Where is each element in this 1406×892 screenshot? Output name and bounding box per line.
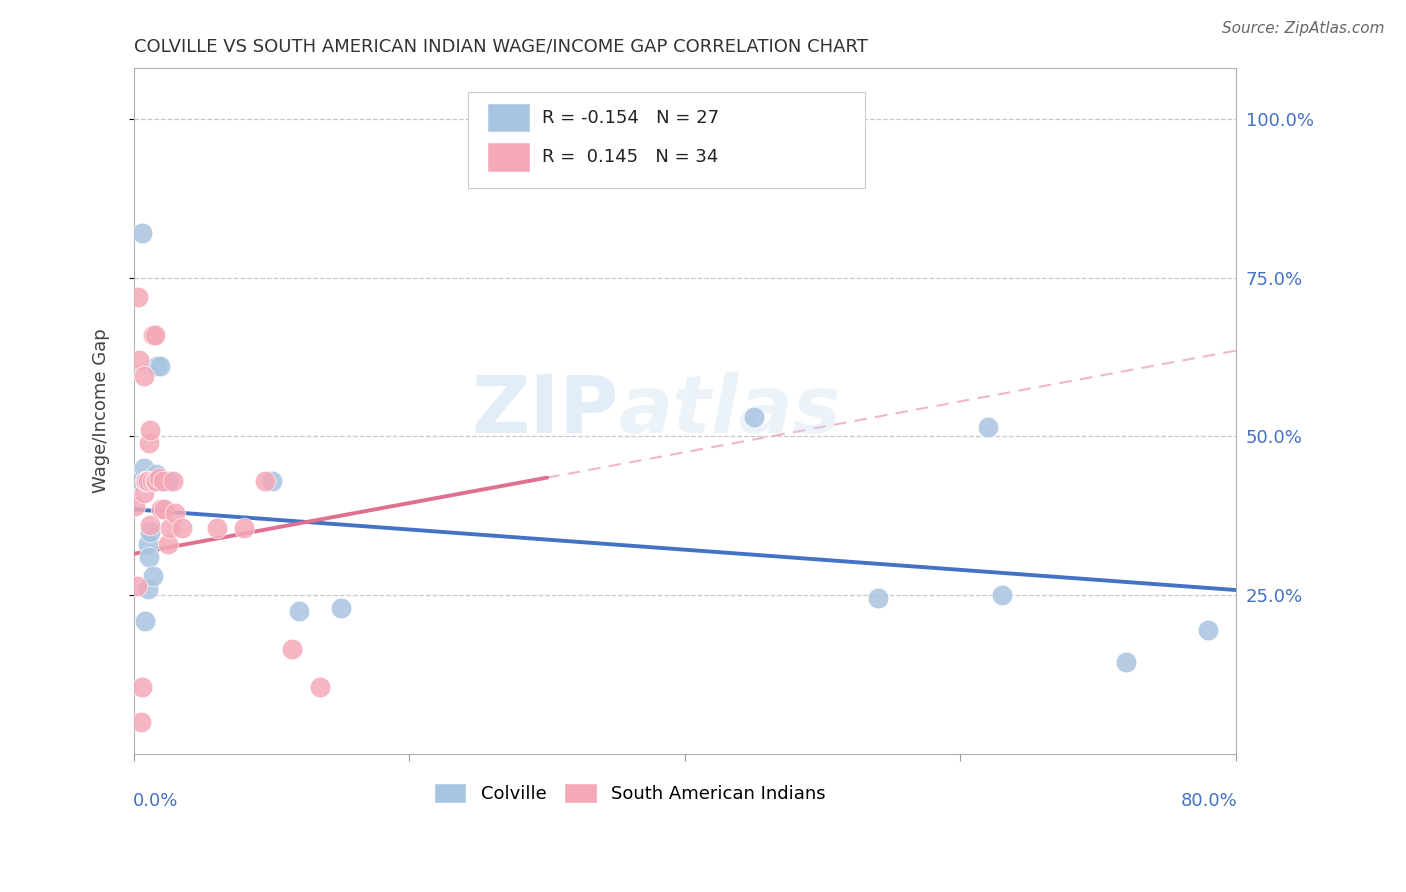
Point	[153, 502, 176, 516]
Point	[742, 410, 765, 425]
Point	[139, 423, 162, 437]
FancyBboxPatch shape	[488, 103, 530, 132]
Point	[152, 474, 174, 488]
Point	[127, 290, 149, 304]
Point	[148, 470, 170, 484]
Point	[165, 506, 187, 520]
Point	[136, 474, 159, 488]
Point	[139, 524, 162, 539]
Point	[1115, 655, 1137, 669]
Point	[131, 226, 153, 240]
Point	[143, 327, 166, 342]
Point	[150, 502, 173, 516]
Point	[134, 474, 156, 488]
Point	[136, 474, 159, 488]
Point	[157, 474, 180, 488]
Point	[162, 474, 184, 488]
Text: R =  0.145   N = 34: R = 0.145 N = 34	[541, 148, 718, 166]
Legend: Colville, South American Indians: Colville, South American Indians	[426, 776, 834, 810]
Text: atlas: atlas	[619, 372, 842, 450]
Text: 0.0%: 0.0%	[132, 791, 179, 810]
Point	[132, 486, 155, 500]
Point	[281, 642, 304, 657]
Point	[159, 521, 181, 535]
Point	[135, 474, 157, 488]
Text: ZIP: ZIP	[471, 372, 619, 450]
Point	[977, 419, 1000, 434]
Point	[145, 467, 167, 482]
Point	[157, 537, 180, 551]
Point	[205, 521, 228, 535]
Point	[149, 359, 172, 374]
Point	[141, 474, 163, 488]
Point	[288, 604, 311, 618]
Point	[143, 470, 166, 484]
Point	[138, 549, 160, 564]
Point	[143, 474, 166, 488]
Y-axis label: Wage/Income Gap: Wage/Income Gap	[93, 328, 110, 493]
Point	[135, 474, 157, 488]
Point	[129, 715, 152, 730]
Point	[134, 614, 156, 628]
Point	[125, 578, 148, 592]
Point	[139, 518, 162, 533]
Point	[145, 474, 167, 488]
Text: R = -0.154   N = 27: R = -0.154 N = 27	[541, 109, 718, 127]
Point	[1197, 623, 1219, 637]
Point	[128, 353, 150, 368]
Point	[990, 588, 1012, 602]
FancyBboxPatch shape	[488, 143, 530, 171]
Point	[233, 521, 256, 535]
Point	[172, 521, 194, 535]
Point	[129, 474, 152, 488]
Point	[132, 369, 155, 384]
Text: Source: ZipAtlas.com: Source: ZipAtlas.com	[1222, 21, 1385, 36]
Point	[132, 461, 155, 475]
Point	[142, 327, 165, 342]
Text: 80.0%: 80.0%	[1180, 791, 1237, 810]
Point	[138, 435, 160, 450]
Point	[866, 591, 889, 606]
Point	[136, 582, 159, 596]
Point	[124, 499, 146, 513]
Point	[128, 474, 150, 488]
FancyBboxPatch shape	[468, 92, 865, 188]
Point	[152, 474, 174, 488]
Point	[136, 537, 159, 551]
Point	[141, 474, 163, 488]
Point	[253, 474, 276, 488]
Point	[131, 680, 153, 694]
Point	[329, 600, 352, 615]
Point	[309, 680, 332, 694]
Point	[260, 474, 283, 488]
Point	[146, 359, 169, 374]
Point	[142, 569, 165, 583]
Text: COLVILLE VS SOUTH AMERICAN INDIAN WAGE/INCOME GAP CORRELATION CHART: COLVILLE VS SOUTH AMERICAN INDIAN WAGE/I…	[134, 37, 868, 55]
